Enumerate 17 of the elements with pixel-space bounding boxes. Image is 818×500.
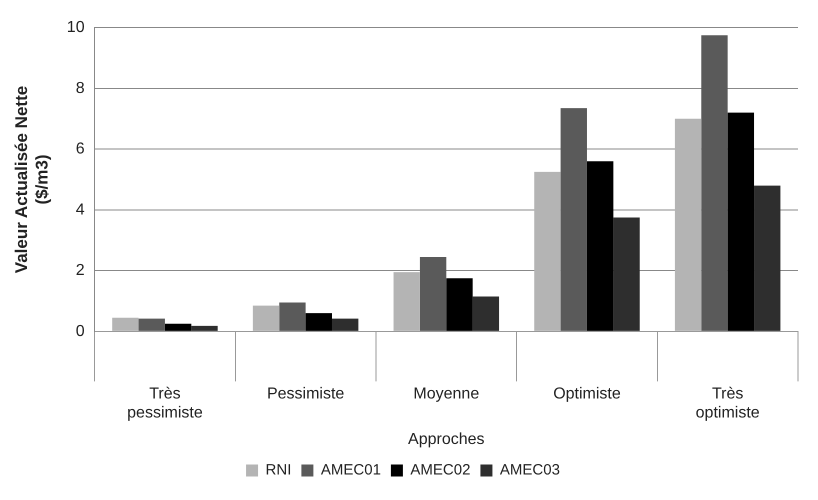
x-tick-label: Très pessimiste	[127, 385, 203, 422]
legend-label: RNI	[266, 462, 292, 479]
y-tick-label: 2	[76, 262, 85, 280]
y-tick-label: 4	[76, 201, 85, 218]
legend-label: AMEC01	[320, 462, 381, 479]
x-tick-label: Moyenne	[413, 385, 480, 402]
x-tick-label: Optimiste	[553, 385, 621, 402]
legend-label: AMEC03	[500, 462, 560, 479]
y-tick-label: 0	[76, 322, 85, 340]
y-tick-label: 6	[76, 140, 85, 158]
x-tick-label: Très optimiste	[696, 385, 760, 422]
x-tick-label: Pessimiste	[266, 385, 344, 402]
legend-label: AMEC02	[410, 462, 470, 479]
y-tick-label: 8	[76, 80, 85, 97]
y-tick-label: 10	[66, 19, 85, 36]
y-axis-title: Valeur Actualisée Nette ($/m3)	[12, 86, 52, 274]
x-axis-title: Approches	[408, 430, 485, 448]
